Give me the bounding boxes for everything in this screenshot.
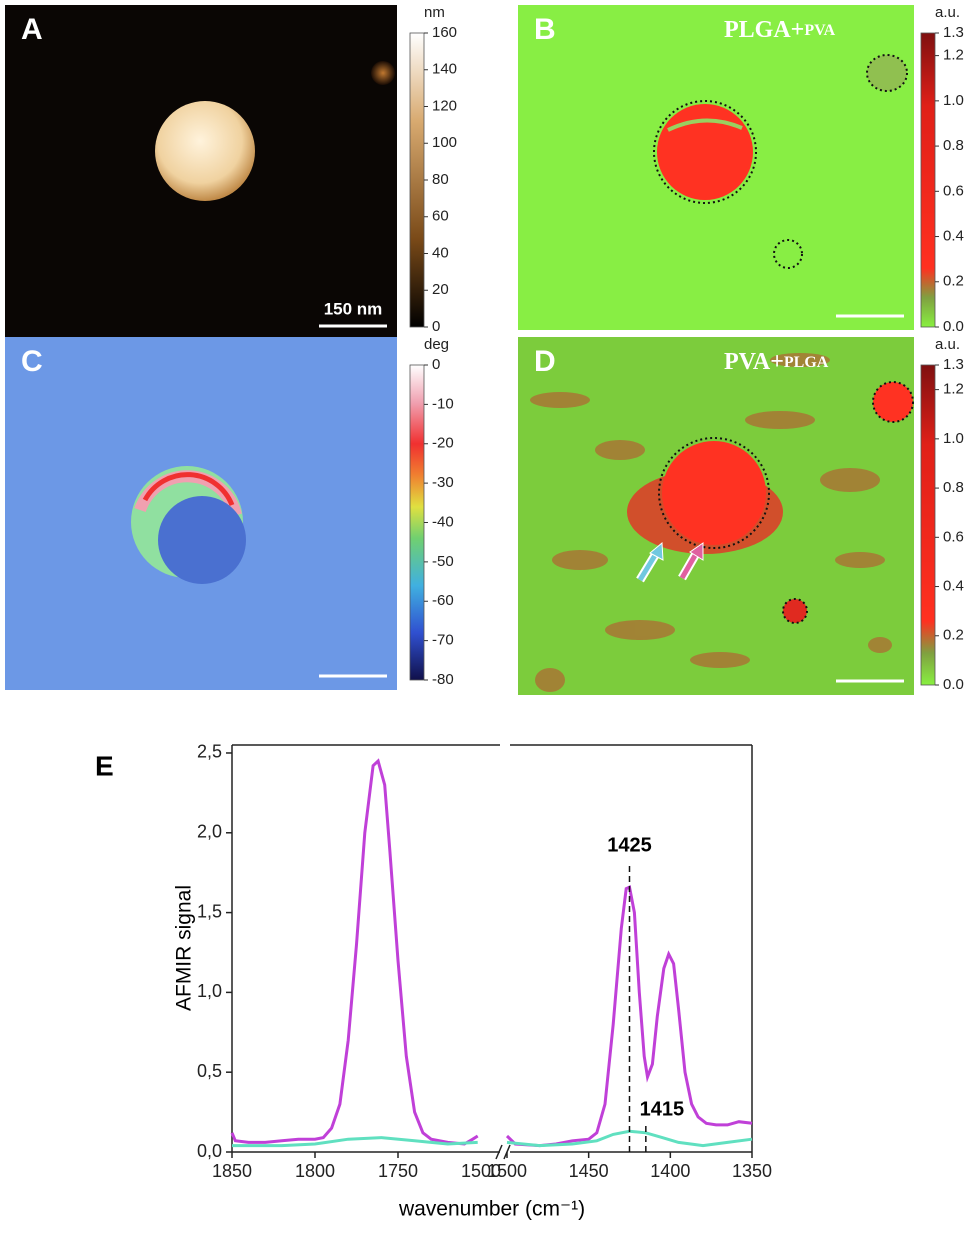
colorbar-tick-label: -40: [432, 513, 454, 530]
arrow: [637, 550, 660, 582]
particle: [657, 104, 753, 200]
spectrum-line: [232, 1136, 478, 1148]
colorbar-tick-label: 80: [432, 171, 449, 188]
particle: [782, 598, 808, 624]
colorbar-tick-label: -70: [432, 632, 454, 649]
scale-bar-label: 150 nm: [324, 299, 383, 318]
colorbar-tick-label: 0.6: [943, 528, 964, 545]
colorbar: [409, 32, 425, 328]
particle: [371, 61, 395, 85]
colorbar-tick-label: 160: [432, 24, 457, 41]
colorbar-unit: a.u.: [935, 4, 960, 21]
y-tick-label: 1,0: [197, 981, 222, 1001]
colorbar-tick-label: 0.8: [943, 479, 964, 496]
panel-label: A: [21, 13, 43, 46]
colorbar-tick-label: 140: [432, 61, 457, 78]
y-tick-label: 0,5: [197, 1061, 222, 1081]
x-tick-label: 1500: [461, 1161, 501, 1181]
colorbar-tick-label: 0.4: [943, 578, 964, 595]
x-tick-label: 1850: [212, 1161, 252, 1181]
colorbar-tick-label: -50: [432, 553, 454, 570]
y-tick-label: 1,5: [197, 901, 222, 921]
colorbar-tick-label: 1.3: [943, 356, 964, 373]
x-tick-label: 1800: [295, 1161, 335, 1181]
colorbar-tick-label: -20: [432, 435, 454, 452]
arrow-head: [689, 542, 704, 561]
panel-label: E: [95, 750, 114, 781]
colorbar-tick-label: 0.2: [943, 627, 964, 644]
panel-label: D: [534, 345, 556, 378]
y-tick-label: 2,5: [197, 742, 222, 762]
particle: [872, 381, 914, 423]
colorbar-tick-label: 1.2: [943, 47, 964, 64]
colorbar-tick-label: 1.3: [943, 24, 964, 41]
overlay-label: PVA+PLGA: [724, 349, 829, 375]
panel-label: C: [21, 345, 43, 378]
colorbar-tick-label: 0.2: [943, 273, 964, 290]
colorbar-unit: deg: [424, 336, 449, 353]
panel-label: B: [534, 13, 556, 46]
colorbar-tick-label: -80: [432, 671, 454, 688]
colorbar-tick-label: 0: [432, 318, 440, 335]
band: [142, 472, 235, 506]
outline: [653, 100, 757, 204]
y-tick-label: 2,0: [197, 822, 222, 842]
colorbar-tick-label: -30: [432, 474, 454, 491]
colorbar-tick-label: -10: [432, 395, 454, 412]
arrow: [679, 550, 700, 580]
y-tick-label: 0,0: [197, 1141, 222, 1161]
y-axis-label: AFMIR signal: [173, 885, 196, 1011]
outline: [773, 239, 803, 269]
x-tick-label: 1500: [487, 1161, 527, 1181]
colorbar-tick-label: 1.0: [943, 92, 964, 109]
colorbar-tick-label: 1.2: [943, 381, 964, 398]
overlay-part: PVA+: [724, 349, 784, 375]
colorbar-tick-label: 0: [432, 356, 440, 373]
noise: [530, 353, 892, 692]
colorbar-tick-label: 1.0: [943, 430, 964, 447]
colorbar-tick-label: -60: [432, 592, 454, 609]
particle: [662, 441, 766, 545]
particle: [155, 101, 255, 201]
colorbar: [920, 364, 936, 686]
annotation-label: 1415: [640, 1098, 685, 1120]
texture: [667, 118, 743, 132]
colorbar-tick-label: 0.8: [943, 137, 964, 154]
overlay-label: PLGA+PVA: [724, 17, 836, 43]
colorbar: [409, 364, 425, 681]
colorbar-tick-label: 100: [432, 134, 457, 151]
x-tick-label: 1750: [378, 1161, 418, 1181]
colorbar-tick-label: 0.6: [943, 182, 964, 199]
annotation-label: 1425: [607, 834, 652, 856]
x-tick-label: 1350: [732, 1161, 772, 1181]
colorbar-tick-label: 40: [432, 244, 449, 261]
outline: [658, 437, 770, 549]
colorbar-tick-label: 0.0: [943, 318, 964, 335]
arrow-head: [649, 541, 664, 561]
colorbar-tick-label: 20: [432, 281, 449, 298]
x-tick-label: 1450: [569, 1161, 609, 1181]
axis-break: [495, 1144, 503, 1160]
x-axis-label: wavenumber (cm⁻¹): [398, 1198, 585, 1221]
colorbar-tick-label: 60: [432, 208, 449, 225]
overlay-part: PLGA: [784, 354, 829, 371]
colorbar: [920, 32, 936, 328]
colorbar-unit: nm: [424, 4, 445, 21]
outline: [866, 54, 908, 92]
spectrum-line: [506, 1129, 753, 1148]
colorbar-tick-label: 120: [432, 97, 457, 114]
spectrum-line: [505, 884, 753, 1148]
colorbar-tick-label: 0.0: [943, 676, 964, 693]
colorbar-tick-label: 0.4: [943, 228, 964, 245]
colorbar-unit: a.u.: [935, 336, 960, 353]
x-tick-label: 1400: [650, 1161, 690, 1181]
spectrum-line: [230, 758, 479, 1146]
core: [158, 496, 246, 584]
overlay-part: PLGA+: [724, 17, 804, 43]
overlay-part: PVA: [804, 22, 835, 39]
